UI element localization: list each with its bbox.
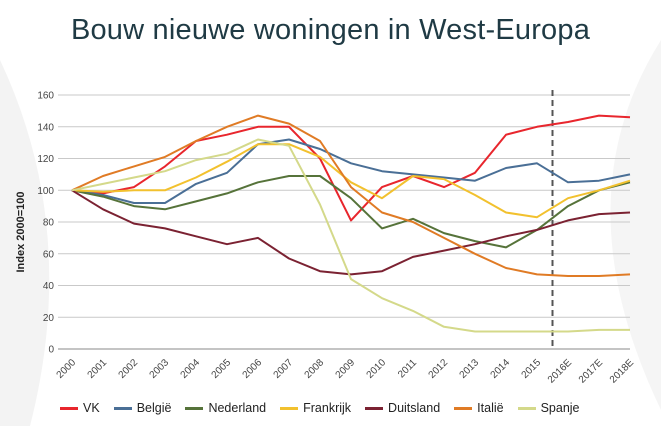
x-tick-label: 2003: [148, 357, 172, 381]
legend: VK België Nederland Frankrijk Duitsland Itali…: [60, 398, 660, 418]
y-tick-label: 60: [43, 249, 55, 260]
series-line-spanje: [71, 138, 630, 333]
series-line-belgi: [71, 138, 631, 204]
legend-label: Duitsland: [388, 401, 441, 415]
y-tick-label: 120: [37, 154, 54, 165]
legend-item: Nederland: [185, 401, 266, 415]
legend-swatch: [60, 406, 78, 410]
chart-title: Bouw nieuwe woningen in West-Europa: [70, 14, 591, 46]
x-tick-label: 2015: [520, 357, 544, 381]
y-tick-label: 160: [37, 91, 54, 102]
legend-item: Italië: [454, 401, 504, 415]
legend-swatch: [454, 406, 473, 410]
y-tick-label: 80: [43, 218, 55, 229]
legend-swatch: [185, 406, 204, 410]
x-tick-label: 2007: [272, 357, 296, 381]
legend-swatch: [280, 406, 299, 410]
y-tick-label: 140: [37, 122, 54, 133]
legend-item: België: [113, 401, 172, 415]
series-line-frankrijk: [71, 143, 631, 219]
y-tick-label: 100: [37, 186, 54, 197]
y-axis-label: Index 2000=100: [15, 191, 27, 272]
y-tick-label: 20: [43, 313, 55, 324]
legend-label: Frankrijk: [303, 401, 352, 415]
legend-swatch: [517, 406, 536, 410]
x-tick-label: 2008: [303, 357, 327, 381]
legend-swatch: [365, 406, 384, 410]
series-line-vk: [71, 114, 631, 222]
legend-item: Spanje: [517, 401, 580, 415]
legend-label: Spanje: [540, 401, 580, 415]
y-axis-ticks: 0 20 40 60 80 100 120 140 160: [37, 91, 54, 356]
x-tick-label: 2002: [117, 357, 141, 381]
legend-label: VK: [83, 401, 100, 415]
x-tick-label: 2009: [334, 357, 358, 381]
x-tick-label: 2014: [489, 357, 513, 381]
x-tick-label: 2018E: [608, 357, 636, 385]
legend-item: VK: [60, 401, 100, 415]
legend-label: Italië: [477, 401, 504, 415]
series-lines: [71, 114, 631, 333]
x-tick-label: 2016E: [546, 357, 574, 385]
grid-lines: [58, 94, 630, 350]
y-tick-label: 0: [48, 345, 54, 356]
x-tick-label: 2004: [179, 357, 203, 381]
x-tick-label: 2010: [365, 357, 389, 381]
series-line-itali: [71, 114, 631, 277]
x-tick-label: 2017E: [577, 357, 605, 385]
series-line-duitsland: [71, 189, 631, 276]
legend-label: België: [136, 401, 172, 415]
legend-label: Nederland: [208, 401, 267, 415]
y-tick-label: 40: [43, 281, 55, 292]
x-axis-ticks: 2000 2001 2002 2003 2004 2005 2006 2007 2008 2009…: [55, 357, 637, 386]
x-tick-label: 2005: [210, 357, 234, 381]
x-tick-label: 2012: [427, 357, 451, 381]
x-tick-label: 2011: [396, 357, 419, 380]
x-tick-label: 2013: [458, 357, 482, 381]
legend-item: Duitsland: [365, 401, 440, 415]
x-tick-label: 2006: [241, 357, 265, 381]
legend-swatch: [113, 406, 132, 410]
legend-item: Frankrijk: [280, 401, 351, 415]
x-tick-label: 2001: [86, 357, 110, 381]
x-tick-label: 2000: [55, 357, 79, 381]
